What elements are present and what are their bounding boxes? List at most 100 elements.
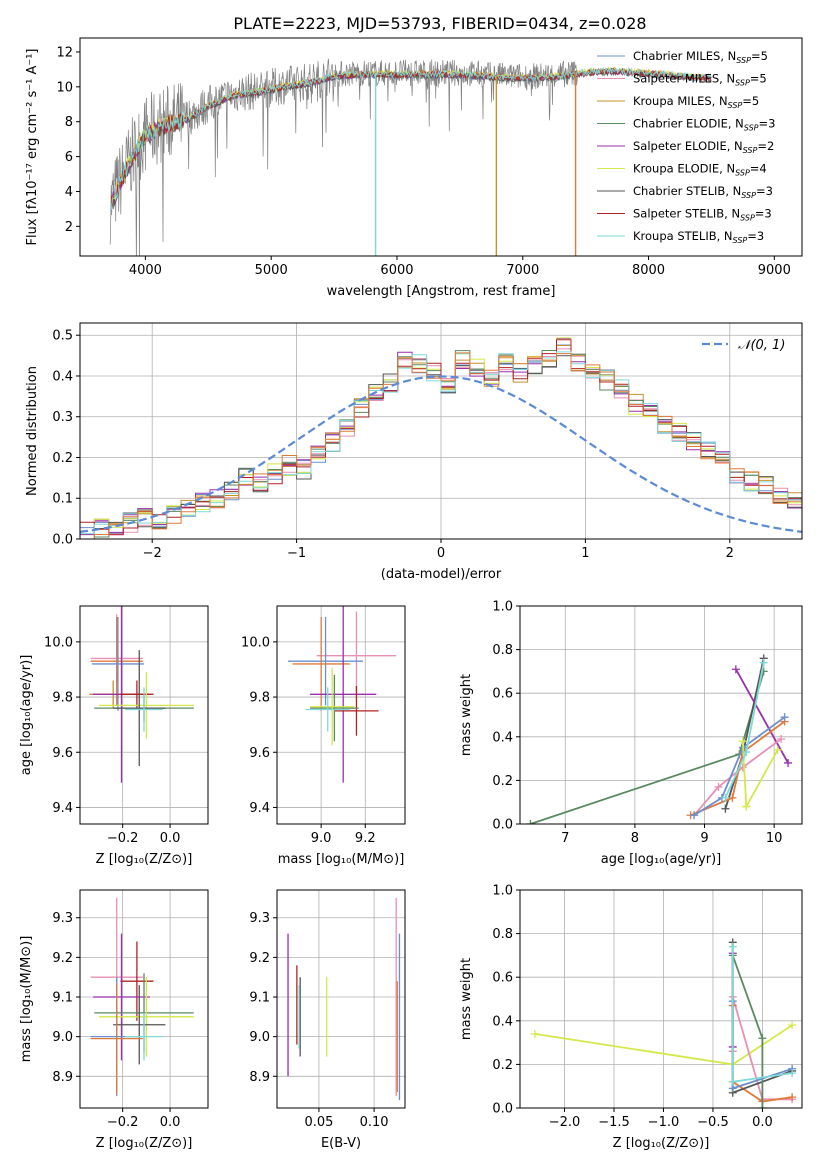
- legend-sub: SSP: [733, 236, 748, 245]
- y-tick-label: 8.9: [52, 1070, 73, 1085]
- weight-vs-Z-plot: [530, 938, 797, 1108]
- y-tick-label: 9.6: [52, 746, 73, 761]
- y-tick-label: 10.0: [44, 635, 73, 650]
- x-tick-label: 9.0: [311, 831, 332, 846]
- plot-frame: [519, 889, 803, 1109]
- weight-point-marker: [758, 1034, 767, 1043]
- legend-label: Kroupa MILES, N: [633, 94, 728, 108]
- y-axis-label: Flux [fλ10⁻¹⁷ erg cm⁻² s⁻¹ A⁻¹]: [25, 49, 40, 246]
- weight-point-marker: [784, 758, 793, 767]
- y-tick-label: 9.8: [52, 691, 73, 706]
- legend-entry: Kroupa STELIB, NSSP=3: [633, 229, 764, 245]
- weight-point-marker: [742, 748, 751, 757]
- y-tick-label: 0.4: [492, 730, 513, 745]
- spectrum-plot: [109, 58, 712, 256]
- plot-frame: [79, 889, 209, 1109]
- x-tick-label: 0.10: [360, 1115, 389, 1130]
- weight-series-line: [735, 668, 789, 764]
- weight-point-marker: [738, 737, 747, 746]
- x-axis-label: age [log₁₀(age/yr)]: [601, 852, 722, 867]
- y-tick-label: 9.3: [52, 911, 73, 926]
- weight-point-marker: [526, 820, 535, 824]
- weight-vs-Z-panel: −2.0 −1.5 −1.0 −0.5 0.0 0.0 0.2 0.4 0.6 0.8 1.0 Z […: [459, 884, 803, 1151]
- legend-label: Salpeter STELIB, N: [633, 207, 740, 221]
- weight-point-marker: [777, 734, 786, 743]
- x-tick-label: 0: [437, 546, 445, 561]
- plot-frame: [276, 605, 406, 825]
- y-tick-label: 8: [65, 115, 73, 130]
- mass-vs-ebv-plot: [287, 897, 401, 1101]
- weight-point-marker: [780, 713, 789, 722]
- x-axis-label: E(B-V): [321, 1136, 361, 1151]
- legend-label: Chabrier STELIB, N: [633, 184, 741, 198]
- x-tick-label: −0.5: [697, 1115, 729, 1130]
- normal-reference-curve: [80, 375, 802, 533]
- legend-entry: Kroupa ELODIE, NSSP=4: [633, 162, 767, 178]
- y-tick-label: 9.0: [52, 1030, 73, 1045]
- observed-spectrum: [109, 58, 579, 256]
- y-axis-label: mass weight: [459, 958, 474, 1040]
- y-tick-label: 9.6: [249, 746, 270, 761]
- weight-vs-age-plot: [526, 654, 793, 824]
- y-tick-label: 0.8: [492, 643, 513, 658]
- legend-entry: Chabrier STELIB, NSSP=3: [633, 184, 773, 200]
- y-tick-label: 1.0: [492, 884, 513, 899]
- weight-point-marker: [788, 1069, 797, 1078]
- x-axis-label: Z [log₁₀(Z/Z⊙)]: [96, 1136, 193, 1151]
- spectrum-panel: 4000 5000 6000 7000 8000 9000 2 4 6 8 10 12 waveleng…: [25, 37, 803, 299]
- plot-frame: [79, 37, 803, 257]
- legend-tail: =4: [750, 162, 767, 176]
- mass-vs-ebv-panel: 0.05 0.10 8.9 9.0 9.1 9.2 9.3 E(B-V): [249, 889, 406, 1151]
- legend-sub: SSP: [728, 101, 743, 110]
- x-tick-label: −1.0: [648, 1115, 680, 1130]
- weight-point-marker: [530, 1029, 539, 1038]
- x-tick-label: 9000: [758, 263, 791, 278]
- plot-frame: [79, 605, 209, 825]
- legend-label: Kroupa STELIB, N: [633, 229, 733, 243]
- legend-sub: SSP: [741, 191, 756, 200]
- legend-label: Chabrier MILES, N: [633, 49, 736, 63]
- y-tick-label: 0.1: [52, 492, 73, 507]
- legend-sub: SSP: [735, 79, 750, 88]
- x-tick-label: 7: [561, 831, 569, 846]
- mass-vs-Z-panel: −0.2 0.0 8.9 9.0 9.1 9.2 9.3 Z [log₁₀(Z/Z⊙)] mas…: [19, 889, 209, 1151]
- y-tick-label: 9.3: [249, 911, 270, 926]
- y-tick-label: 9.1: [52, 991, 73, 1006]
- x-axis-label: Z [log₁₀(Z/Z⊙)]: [613, 1136, 710, 1151]
- y-tick-label: 0.2: [52, 451, 73, 466]
- y-tick-label: 0.2: [492, 774, 513, 789]
- y-tick-label: 0.5: [52, 329, 73, 344]
- y-tick-label: 9.4: [249, 801, 270, 816]
- weight-point-marker: [721, 804, 730, 813]
- weight-vs-age-panel: 7 8 9 10 0.0 0.2 0.4 0.6 0.8 1.0 age [log₁₀(age/yr…: [459, 600, 803, 867]
- weight-series-line: [741, 741, 779, 810]
- y-tick-label: 0.8: [492, 927, 513, 942]
- weight-point-marker: [721, 793, 730, 802]
- y-tick-label: 9.4: [52, 801, 73, 816]
- x-tick-label: 9: [700, 831, 708, 846]
- legend-label: Kroupa ELODIE, N: [633, 162, 735, 176]
- y-tick-label: 9.1: [249, 991, 270, 1006]
- x-tick-label: 6000: [380, 263, 413, 278]
- x-tick-label: 2: [726, 546, 734, 561]
- age-vs-Z-panel: −0.2 0.0 9.4 9.6 9.8 10.0 Z [log₁₀(Z/Z⊙)] age […: [19, 605, 209, 867]
- residuals-plot: [80, 337, 802, 539]
- y-axis-label: age [log₁₀(age/yr)]: [19, 655, 34, 776]
- y-tick-label: 0.6: [492, 971, 513, 986]
- histogram-series: [80, 339, 802, 535]
- legend-entry: Salpeter ELODIE, NSSP=2: [633, 139, 774, 155]
- x-tick-label: −1.5: [598, 1115, 630, 1130]
- legend-sub: SSP: [743, 146, 758, 155]
- legend-tail: =2: [757, 139, 774, 153]
- y-tick-label: 0.4: [52, 369, 73, 384]
- weight-point-marker: [714, 782, 723, 791]
- y-tick-label: 0.4: [492, 1014, 513, 1029]
- x-tick-label: 5000: [255, 263, 288, 278]
- legend-entry: Salpeter MILES, NSSP=5: [633, 72, 767, 88]
- legend-label: Chabrier ELODIE, N: [633, 117, 744, 131]
- x-tick-label: 10: [766, 831, 783, 846]
- age-vs-Z-plot: [89, 606, 194, 783]
- y-tick-label: 2: [65, 220, 73, 235]
- x-tick-label: 8: [631, 831, 639, 846]
